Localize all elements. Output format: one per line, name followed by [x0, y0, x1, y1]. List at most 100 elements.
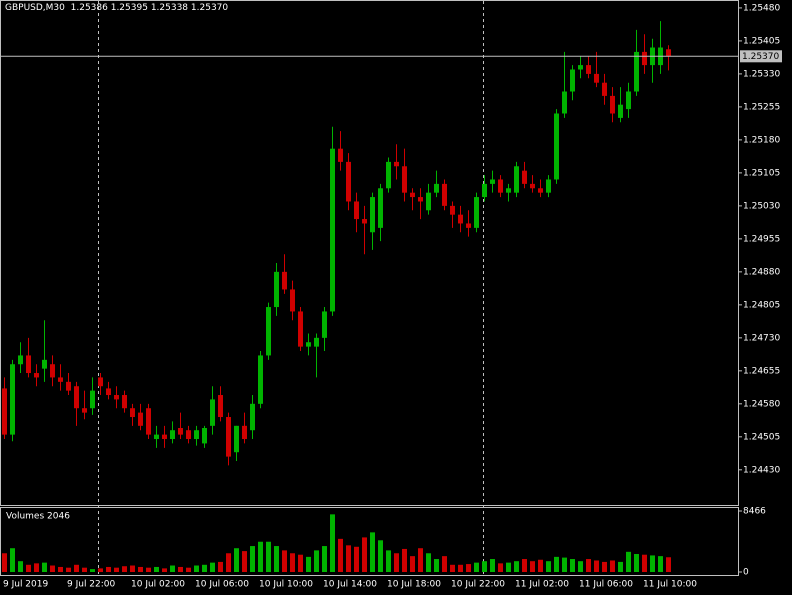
open-quote: 1.25386 [70, 3, 108, 13]
x-tick-label: 10 Jul 14:00 [323, 580, 377, 590]
volume-bar [66, 567, 71, 572]
candle-body [290, 289, 295, 312]
volume-bar [74, 564, 79, 572]
volume-bar [162, 568, 167, 572]
candle-body [450, 205, 455, 215]
candle-body [34, 373, 39, 378]
volume-bar [650, 555, 655, 572]
candle-body [106, 388, 111, 396]
volume-bar [522, 559, 527, 572]
volume-bar [2, 553, 7, 572]
candle-body [250, 403, 255, 431]
chart-header: GBPUSD,M30 1.25386 1.25395 1.25338 1.253… [5, 3, 228, 13]
volume-bar [554, 556, 559, 572]
volume-bar [490, 559, 495, 572]
volume-bar [498, 563, 503, 572]
candle-body [346, 161, 351, 202]
candle-body [90, 390, 95, 409]
candle-body [306, 342, 311, 347]
volume-bar [666, 557, 671, 572]
candle-body [626, 91, 631, 110]
volume-bar [18, 561, 23, 572]
candle-body [298, 311, 303, 347]
y-tick-label: 1.24580 [743, 399, 780, 409]
volume-bar [42, 562, 47, 572]
candle-body [546, 179, 551, 193]
volume-bar [602, 561, 607, 572]
candle-body [338, 148, 343, 162]
volume-bar [594, 560, 599, 572]
volume-bar [290, 553, 295, 572]
x-tick-label: 11 Jul 02:00 [515, 580, 569, 590]
volume-bar [386, 550, 391, 572]
volume-bar [138, 566, 143, 572]
y-tick-label: 1.25180 [743, 135, 780, 145]
y-tick-label: 1.24955 [743, 234, 780, 244]
candle-body [594, 73, 599, 83]
candle-body [130, 408, 135, 418]
candle-body [394, 161, 399, 167]
volume-bar [90, 569, 95, 572]
x-tick-label: 10 Jul 06:00 [195, 580, 249, 590]
candle-body [506, 188, 511, 193]
volume-bar [634, 553, 639, 572]
candle-body [618, 104, 623, 118]
candle-body [18, 355, 23, 365]
candle-body [530, 183, 535, 189]
volume-bar [186, 567, 191, 572]
volume-bar [50, 565, 55, 572]
volume-bar [130, 565, 135, 572]
candle-body [42, 359, 47, 369]
candle-body [322, 311, 327, 338]
volume-bar [98, 568, 103, 572]
candle-body [50, 364, 55, 378]
candle-body [178, 428, 183, 435]
candle-body [458, 214, 463, 224]
volume-bar [378, 540, 383, 572]
candle-body [514, 166, 519, 193]
volume-bar [530, 561, 535, 572]
candle-body [210, 399, 215, 426]
volume-bar [330, 514, 335, 572]
candle-body [442, 183, 447, 206]
candle-body [370, 197, 375, 233]
y-tick-label: 1.24730 [743, 333, 780, 343]
volume-bar [658, 556, 663, 572]
volume-bar [314, 550, 319, 572]
candle-body [418, 197, 423, 202]
candle-body [258, 355, 263, 404]
candle-body [98, 377, 103, 387]
candle-body [66, 381, 71, 391]
volume-bar [434, 559, 439, 572]
y-tick-label: 1.25105 [743, 168, 780, 178]
candle-body [354, 201, 359, 220]
candle-body [186, 430, 191, 440]
candle-body [602, 82, 607, 96]
candle-body [474, 197, 479, 228]
volume-bar [338, 538, 343, 572]
volume-bar [362, 537, 367, 572]
volume-bar [82, 567, 87, 572]
candle-body [138, 412, 143, 426]
volume-bar [218, 561, 223, 572]
volume-bar [26, 564, 31, 572]
volume-bar [106, 566, 111, 572]
candle-body [122, 395, 127, 409]
volume-bar [586, 559, 591, 572]
candle-body [2, 388, 7, 435]
x-tick-label: 10 Jul 22:00 [451, 580, 505, 590]
close-quote: 1.25370 [190, 3, 229, 13]
candle-body [434, 183, 439, 193]
y-tick-label: 1.24805 [743, 300, 780, 310]
volume-bar [146, 567, 151, 572]
candle-body [58, 377, 63, 382]
volume-bar [250, 546, 255, 572]
x-tick-label: 9 Jul 22:00 [67, 580, 116, 590]
y-tick-label: 1.25255 [743, 102, 780, 112]
volume-bar [346, 545, 351, 572]
y-tick-label: 1.24655 [743, 366, 780, 376]
volume-tick-label: 0 [743, 568, 749, 578]
volume-bar [122, 566, 127, 572]
